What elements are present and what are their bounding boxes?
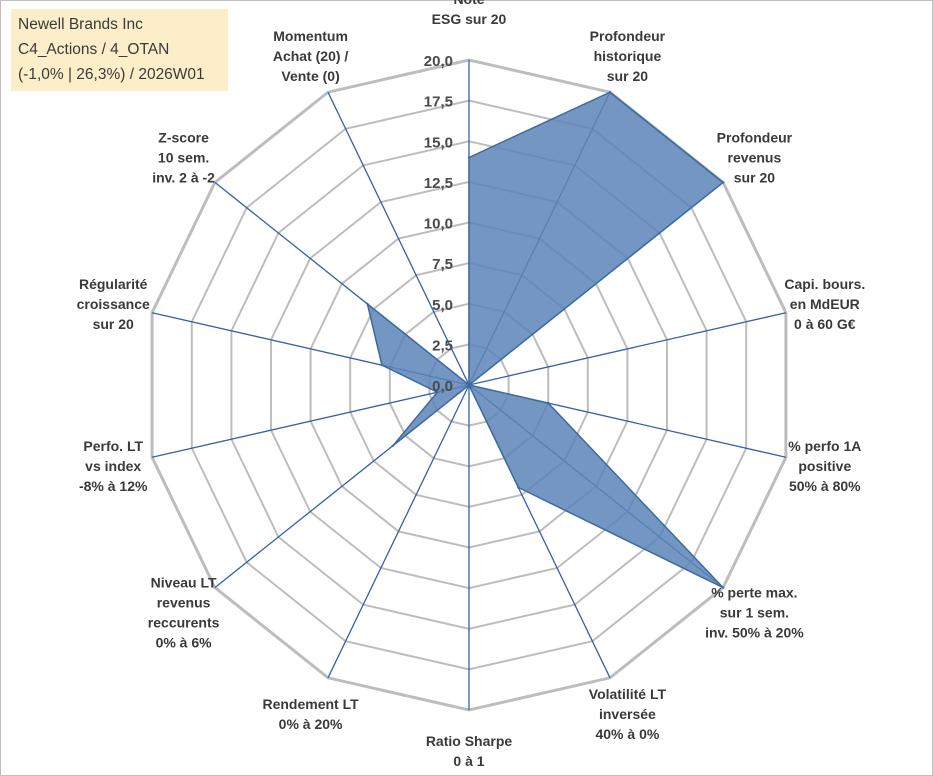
axis-label-11: -8% à 12%	[79, 478, 148, 494]
tick-label: 2,5	[432, 337, 453, 354]
axis-label-12: Régularité	[79, 276, 148, 292]
axis-label-1: Note	[453, 0, 484, 7]
data-point-1	[467, 156, 471, 159]
axis-label-4: 0 à 60 G€	[794, 316, 856, 332]
tick-label: 10,0	[424, 216, 453, 233]
tick-label: 0,0	[432, 378, 453, 395]
info-box: Newell Brands Inc C4_Actions / 4_OTAN (-…	[11, 9, 228, 91]
axis-label-11: vs index	[85, 458, 141, 474]
axis-label-1: ESG sur 20	[432, 11, 507, 27]
data-point-13	[366, 302, 369, 306]
axis-label-5: 50% à 80%	[789, 478, 861, 494]
data-point-3	[721, 181, 725, 184]
axis-label-10: 0% à 6%	[156, 635, 213, 651]
axis-label-6: inv. 50% à 20%	[705, 625, 804, 641]
data-point-5	[547, 401, 550, 405]
axis-label-2: historique	[594, 48, 662, 64]
axis-label-13: inv. 2 à -2	[152, 169, 215, 185]
axis-spoke-14	[327, 91, 470, 386]
axis-label-3: revenus	[728, 149, 782, 165]
data-point-10	[391, 444, 394, 447]
axis-labels: Note ESG sur 20 Profondeur historique sur 20…	[77, 0, 866, 769]
tick-label: 12,5	[424, 175, 453, 192]
portfolio-path: C4_Actions / 4_OTAN	[18, 41, 170, 58]
axis-label-2: sur 20	[607, 68, 648, 84]
axis-label-13: Z-score	[158, 129, 209, 145]
data-point-7	[517, 486, 520, 489]
axis-label-2: Profondeur	[590, 28, 666, 44]
series-area	[366, 91, 725, 589]
tick-label: 15,0	[424, 134, 453, 151]
axis-spoke-11	[151, 384, 470, 458]
axis-label-5: % perfo 1A	[788, 438, 861, 454]
axis-label-4: Capi. bours.	[784, 276, 865, 292]
data-point-11	[436, 391, 439, 394]
axis-label-8: 0 à 1	[453, 753, 484, 769]
axis-label-3: Profondeur	[717, 129, 793, 145]
data-point-2	[608, 91, 612, 94]
axis-label-14: Vente (0)	[281, 68, 339, 84]
axis-label-10: reccurents	[148, 615, 220, 631]
axis-label-7: inversée	[599, 706, 656, 722]
axis-label-9: 0% à 20%	[279, 716, 343, 732]
axis-label-7: 40% à 0%	[595, 726, 659, 742]
axis-label-9: Rendement LT	[262, 696, 359, 712]
company-name: Newell Brands Inc	[18, 16, 143, 33]
axis-spoke-9	[327, 384, 470, 679]
axis-label-6: sur 1 sem.	[720, 605, 789, 621]
axis-label-8: Ratio Sharpe	[426, 733, 513, 749]
axis-label-10: revenus	[157, 595, 211, 611]
axis-label-14: Momentum	[273, 28, 348, 44]
axis-label-6: % perte max.	[711, 585, 797, 601]
tick-label: 7,5	[432, 256, 453, 273]
axis-label-11: Perfo. LT	[83, 438, 143, 454]
axis-label-12: sur 20	[93, 316, 134, 332]
axis-spoke-4	[468, 312, 787, 386]
data-point-14	[467, 383, 471, 387]
radial-tick-labels: 0,0 2,5 5,0 7,5 10,0 12,5 15,0 17,5 20,0	[424, 53, 453, 395]
series-polygon-1	[366, 91, 725, 589]
axis-label-14: Achat (20) /	[273, 48, 349, 64]
axis-label-13: 10 sem.	[158, 149, 209, 165]
performance-week: (-1,0% | 26,3%) / 2026W01	[18, 66, 205, 83]
axis-label-7: Volatilité LT	[589, 686, 667, 702]
axis-label-3: sur 20	[734, 169, 775, 185]
data-point-12	[380, 363, 384, 367]
data-point-6	[721, 586, 725, 589]
axis-label-10: Niveau LT	[151, 575, 217, 591]
axis-label-4: en MdEUR	[790, 296, 860, 312]
axis-label-5: positive	[798, 458, 851, 474]
tick-label: 17,5	[424, 94, 453, 111]
tick-label: 5,0	[432, 297, 453, 314]
axis-label-12: croissance	[77, 296, 150, 312]
tick-label: 20,0	[424, 53, 453, 70]
